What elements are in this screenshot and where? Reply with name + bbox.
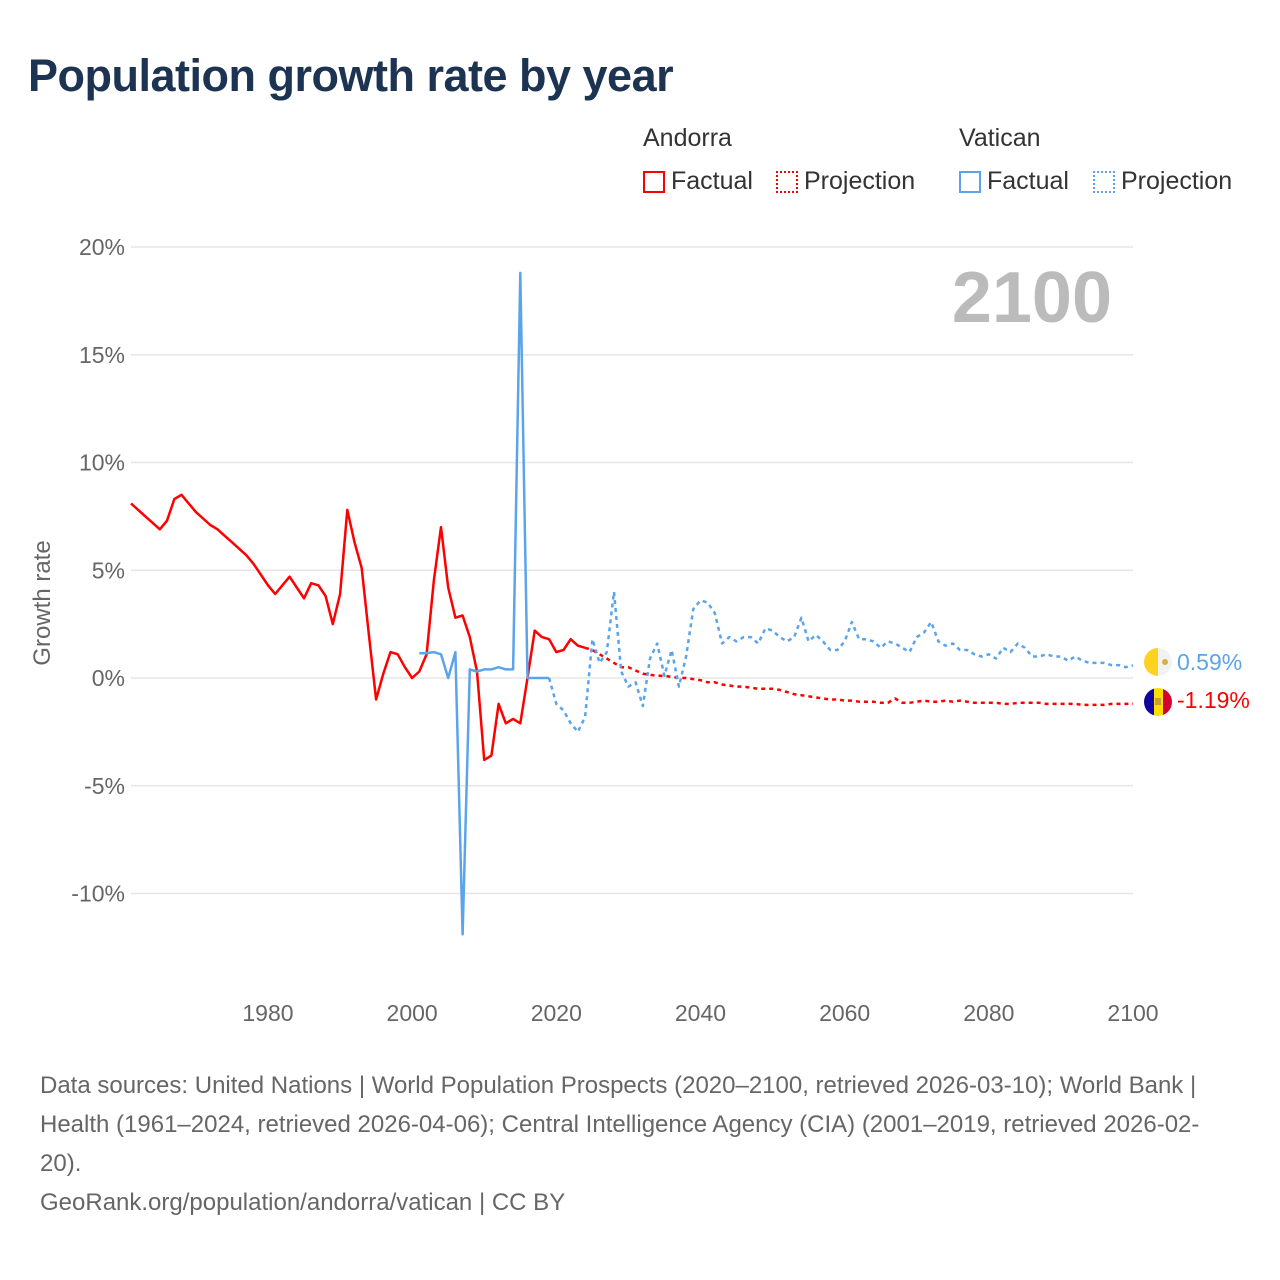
y-tick-label: -10% <box>71 881 125 907</box>
page-title: Population growth rate by year <box>28 50 674 101</box>
series-andorra-factual <box>130 493 586 762</box>
legend-group-andorra: Andorra <box>643 124 732 152</box>
y-tick-label: 10% <box>79 450 125 476</box>
legend-swatch <box>959 170 981 193</box>
andorra-end-label: -1.19% <box>1177 687 1250 713</box>
y-tick-label: 5% <box>92 557 125 583</box>
y-tick-label: 15% <box>79 342 125 368</box>
x-tick-label: 2080 <box>963 1000 1014 1026</box>
legend-group-vatican: Vatican <box>959 124 1041 152</box>
y-axis-label: Growth rate <box>29 540 56 665</box>
legend-andorra-projection[interactable]: Projection <box>776 167 915 196</box>
x-tick-label: 2100 <box>1107 1000 1158 1026</box>
legend-label: Projection <box>1121 167 1233 195</box>
year-label: 2100 <box>952 258 1112 338</box>
legend-label: Factual <box>671 167 753 195</box>
y-tick-label: -5% <box>84 773 125 799</box>
series-vatican-projection <box>547 590 1134 734</box>
y-tick-label: 0% <box>92 665 125 691</box>
legend-label: Factual <box>987 167 1069 195</box>
credit-link[interactable]: GeoRank.org/population/andorra/vatican |… <box>40 1189 566 1216</box>
x-tick-label: 2060 <box>819 1000 870 1026</box>
x-tick-label: 2040 <box>675 1000 726 1026</box>
legend-andorra-factual[interactable]: Factual <box>643 167 753 196</box>
legend-label: Projection <box>804 167 916 195</box>
legend-vatican-factual[interactable]: Factual <box>959 167 1069 196</box>
andorra-flag-icon <box>1144 688 1172 716</box>
x-tick-label: 2000 <box>387 1000 438 1026</box>
legend-swatch <box>776 170 798 193</box>
y-tick-label: 20% <box>79 234 125 260</box>
footer: Data sources: United Nations | World Pop… <box>40 1066 1240 1222</box>
x-tick-label: 2020 <box>531 1000 582 1026</box>
line-chart: 20% 15% 10% 5% 0% -5% -10% 1980 2000 2020 2040 2060… <box>29 234 1250 1026</box>
series-vatican-factual <box>419 271 550 936</box>
data-sources: Data sources: United Nations | World Pop… <box>40 1072 1200 1177</box>
legend-swatch <box>643 170 665 193</box>
vatican-flag-icon <box>1144 648 1172 676</box>
legend-swatch <box>1093 170 1115 193</box>
legend-vatican-projection[interactable]: Projection <box>1093 167 1232 196</box>
x-tick-label: 1980 <box>242 1000 293 1026</box>
vatican-end-label: 0.59% <box>1177 649 1242 675</box>
